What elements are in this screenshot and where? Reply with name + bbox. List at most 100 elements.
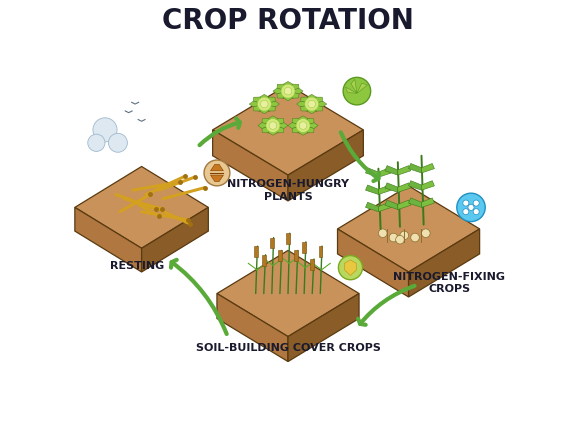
Polygon shape (398, 200, 411, 210)
Polygon shape (288, 84, 299, 91)
Polygon shape (217, 251, 359, 337)
Polygon shape (385, 165, 398, 175)
Bar (278, 251, 282, 261)
Bar (319, 246, 323, 257)
Text: CROP ROTATION: CROP ROTATION (162, 7, 414, 35)
Polygon shape (312, 104, 323, 111)
Polygon shape (75, 166, 209, 248)
Polygon shape (273, 88, 288, 94)
Polygon shape (385, 200, 398, 210)
Polygon shape (264, 97, 275, 104)
Polygon shape (268, 116, 278, 126)
Polygon shape (258, 108, 271, 112)
Polygon shape (273, 126, 284, 133)
Circle shape (422, 229, 430, 238)
Circle shape (473, 200, 479, 206)
Circle shape (457, 193, 485, 222)
Polygon shape (344, 260, 357, 276)
Polygon shape (282, 95, 294, 99)
Circle shape (296, 118, 310, 133)
Circle shape (281, 84, 295, 98)
Circle shape (343, 77, 371, 105)
Polygon shape (258, 123, 273, 128)
Polygon shape (408, 229, 480, 297)
Circle shape (389, 233, 398, 242)
Polygon shape (422, 163, 434, 173)
Circle shape (88, 134, 105, 151)
Circle shape (400, 231, 408, 240)
Polygon shape (338, 229, 408, 297)
Polygon shape (301, 97, 312, 104)
Polygon shape (408, 198, 422, 207)
Polygon shape (422, 181, 434, 190)
Polygon shape (142, 207, 209, 272)
Polygon shape (297, 130, 309, 133)
Polygon shape (307, 94, 316, 104)
Polygon shape (303, 123, 318, 128)
Polygon shape (268, 126, 278, 135)
Circle shape (338, 256, 362, 280)
Polygon shape (307, 104, 316, 114)
Polygon shape (305, 108, 318, 112)
Polygon shape (273, 119, 284, 126)
Polygon shape (277, 84, 288, 91)
Bar (294, 251, 298, 261)
Polygon shape (249, 101, 264, 107)
Polygon shape (260, 94, 269, 104)
Polygon shape (292, 119, 303, 126)
Polygon shape (260, 104, 269, 114)
Circle shape (108, 133, 127, 152)
Circle shape (305, 97, 319, 111)
Polygon shape (398, 165, 411, 175)
Text: SOIL-BUILDING COVER CROPS: SOIL-BUILDING COVER CROPS (196, 343, 380, 353)
Polygon shape (378, 185, 391, 194)
Polygon shape (75, 207, 142, 272)
Polygon shape (366, 185, 378, 194)
Polygon shape (267, 130, 279, 133)
Bar (262, 255, 266, 266)
Polygon shape (262, 119, 273, 126)
Polygon shape (346, 87, 357, 93)
Polygon shape (253, 104, 264, 111)
Polygon shape (213, 85, 363, 175)
Text: NITROGEN-FIXING
CROPS: NITROGEN-FIXING CROPS (393, 272, 506, 294)
Polygon shape (298, 126, 308, 135)
Polygon shape (288, 130, 363, 201)
Polygon shape (422, 198, 434, 207)
Circle shape (269, 122, 276, 129)
Circle shape (463, 209, 469, 215)
Polygon shape (303, 126, 314, 133)
Polygon shape (292, 126, 303, 133)
Polygon shape (210, 164, 223, 171)
Circle shape (93, 118, 117, 142)
Circle shape (300, 122, 307, 129)
Bar (254, 246, 258, 257)
Circle shape (463, 200, 469, 206)
Polygon shape (283, 82, 293, 91)
Polygon shape (288, 88, 303, 94)
Polygon shape (312, 97, 323, 104)
Polygon shape (264, 101, 279, 107)
Circle shape (473, 209, 479, 215)
Polygon shape (303, 119, 314, 126)
Circle shape (411, 233, 419, 242)
Polygon shape (312, 101, 327, 107)
Circle shape (378, 229, 387, 238)
Polygon shape (366, 168, 378, 177)
Bar (302, 242, 306, 253)
Polygon shape (385, 183, 398, 192)
Polygon shape (366, 202, 378, 212)
Polygon shape (288, 293, 359, 362)
Polygon shape (351, 79, 357, 93)
Circle shape (266, 118, 280, 133)
Polygon shape (378, 168, 391, 177)
Circle shape (257, 97, 271, 111)
Polygon shape (217, 293, 288, 362)
Polygon shape (338, 186, 480, 272)
Text: NITROGEN-HUNGRY
PLANTS: NITROGEN-HUNGRY PLANTS (227, 179, 349, 202)
Polygon shape (288, 91, 299, 98)
Polygon shape (297, 101, 312, 107)
Polygon shape (262, 126, 273, 133)
Polygon shape (277, 91, 288, 98)
Polygon shape (273, 123, 288, 128)
